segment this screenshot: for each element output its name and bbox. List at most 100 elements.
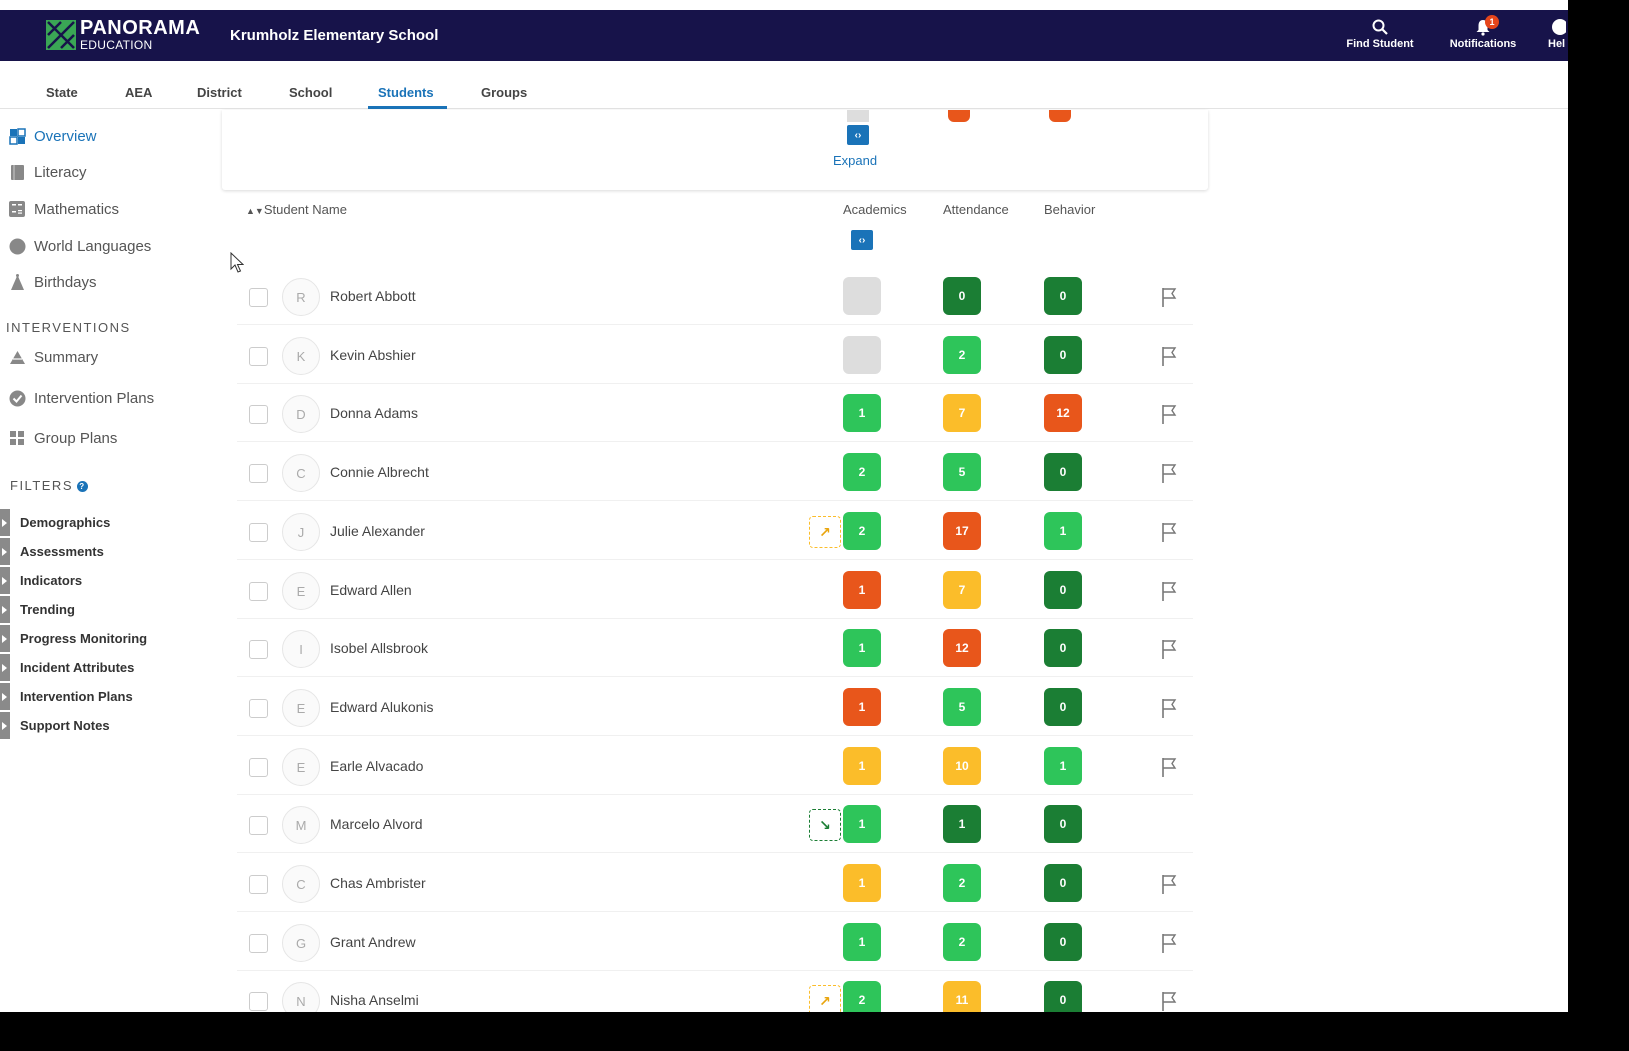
academics-badge[interactable]: 1 [843, 394, 881, 432]
table-row[interactable]: J Julie Alexander ↗ 2 17 1 [237, 503, 1193, 560]
attendance-badge[interactable]: 1 [943, 805, 981, 843]
student-name-link[interactable]: Robert Abbott [330, 288, 416, 304]
attendance-badge[interactable]: 0 [943, 277, 981, 315]
sidebar-item-literacy[interactable]: Literacy [8, 160, 87, 184]
sidebar-item-birthdays[interactable]: Birthdays [8, 270, 97, 294]
flag-icon[interactable] [1161, 873, 1181, 895]
student-name-link[interactable]: Nisha Anselmi [330, 992, 419, 1008]
table-row[interactable]: R Robert Abbott 0 0 [237, 268, 1193, 325]
tab-school[interactable]: School [289, 85, 333, 100]
behavior-badge[interactable]: 0 [1044, 277, 1082, 315]
flag-icon[interactable] [1161, 580, 1181, 602]
attendance-header[interactable]: Attendance [943, 202, 1009, 217]
find-student-button[interactable]: Find Student [1344, 16, 1416, 50]
attendance-badge[interactable]: 7 [943, 571, 981, 609]
row-checkbox[interactable] [249, 347, 268, 366]
flag-icon[interactable] [1161, 932, 1181, 954]
behavior-badge[interactable]: 0 [1044, 688, 1082, 726]
academics-expand-icon[interactable]: ‹› [851, 230, 873, 250]
tab-aea[interactable]: AEA [125, 85, 153, 100]
student-name-link[interactable]: Isobel Allsbrook [330, 640, 429, 656]
student-name-link[interactable]: Edward Allen [330, 582, 412, 598]
help-button[interactable]: Hel [1548, 16, 1568, 50]
tab-district[interactable]: District [197, 85, 242, 100]
filter-incident-attributes[interactable]: Incident Attributes [0, 654, 182, 681]
notifications-button[interactable]: 1 Notifications [1446, 15, 1520, 50]
attendance-badge[interactable]: 12 [943, 629, 981, 667]
academics-badge[interactable]: 2 [843, 453, 881, 491]
table-row[interactable]: D Donna Adams 1 7 12 [237, 385, 1193, 442]
row-checkbox[interactable] [249, 992, 268, 1011]
behavior-badge[interactable]: 0 [1044, 981, 1082, 1012]
row-checkbox[interactable] [249, 640, 268, 659]
row-checkbox[interactable] [249, 875, 268, 894]
expand-link[interactable]: Expand [833, 153, 878, 168]
sidebar-item-overview[interactable]: Overview [8, 124, 97, 148]
behavior-badge[interactable]: 0 [1044, 453, 1082, 491]
sidebar-item-summary[interactable]: Summary [8, 345, 98, 369]
student-name-link[interactable]: Kevin Abshier [330, 347, 416, 363]
behavior-badge[interactable]: 0 [1044, 336, 1082, 374]
sidebar-item-world-languages[interactable]: World Languages [8, 234, 151, 258]
filter-progress-monitoring[interactable]: Progress Monitoring [0, 625, 182, 652]
attendance-badge[interactable]: 10 [943, 747, 981, 785]
table-row[interactable]: C Connie Albrecht 2 5 0 [237, 444, 1193, 501]
behavior-badge[interactable]: 12 [1044, 394, 1082, 432]
filter-assessments[interactable]: Assessments [0, 538, 182, 565]
student-name-link[interactable]: Chas Ambrister [330, 875, 426, 891]
behavior-badge[interactable]: 0 [1044, 864, 1082, 902]
table-row[interactable]: E Earle Alvacado 1 10 1 [237, 738, 1193, 795]
academics-header[interactable]: Academics [843, 202, 907, 217]
trend-down-icon[interactable]: ↘ [809, 809, 841, 841]
academics-badge[interactable]: 1 [843, 923, 881, 961]
attendance-badge[interactable]: 2 [943, 923, 981, 961]
student-name-link[interactable]: Edward Alukonis [330, 699, 434, 715]
filter-demographics[interactable]: Demographics [0, 509, 182, 536]
sidebar-item-intervention-plans[interactable]: Intervention Plans [8, 386, 154, 410]
academics-badge[interactable]: 2 [843, 981, 881, 1012]
flag-icon[interactable] [1161, 638, 1181, 660]
behavior-badge[interactable]: 0 [1044, 923, 1082, 961]
row-checkbox[interactable] [249, 405, 268, 424]
table-row[interactable]: C Chas Ambrister 1 2 0 [237, 855, 1193, 912]
filter-trending[interactable]: Trending [0, 596, 182, 623]
row-checkbox[interactable] [249, 934, 268, 953]
table-row[interactable]: E Edward Allen 1 7 0 [237, 562, 1193, 619]
tab-state[interactable]: State [46, 85, 78, 100]
academics-badge[interactable]: 1 [843, 629, 881, 667]
behavior-badge[interactable]: 0 [1044, 629, 1082, 667]
student-name-link[interactable]: Grant Andrew [330, 934, 416, 950]
filters-help-icon[interactable]: ? [77, 481, 88, 493]
flag-icon[interactable] [1161, 756, 1181, 778]
trend-up-icon[interactable]: ↗ [809, 985, 841, 1012]
behavior-badge[interactable]: 1 [1044, 747, 1082, 785]
sidebar-item-group-plans[interactable]: Group Plans [8, 426, 117, 450]
flag-icon[interactable] [1161, 345, 1181, 367]
table-row[interactable]: I Isobel Allsbrook 1 12 0 [237, 620, 1193, 677]
student-name-header[interactable]: ▲▼Student Name [246, 202, 347, 217]
flag-icon[interactable] [1161, 403, 1181, 425]
trend-up-icon[interactable]: ↗ [809, 516, 841, 548]
brand-name[interactable]: PANORAMA EDUCATION [80, 18, 200, 51]
academics-badge[interactable] [843, 277, 881, 315]
tab-groups[interactable]: Groups [481, 85, 528, 100]
student-name-link[interactable]: Marcelo Alvord [330, 816, 423, 832]
table-row[interactable]: G Grant Andrew 1 2 0 [237, 914, 1193, 971]
behavior-badge[interactable]: 0 [1044, 805, 1082, 843]
row-checkbox[interactable] [249, 582, 268, 601]
academics-badge[interactable]: 1 [843, 805, 881, 843]
flag-icon[interactable] [1161, 286, 1181, 308]
student-name-link[interactable]: Julie Alexander [330, 523, 425, 539]
academics-badge[interactable]: 1 [843, 747, 881, 785]
flag-icon[interactable] [1161, 990, 1181, 1012]
filter-support-notes[interactable]: Support Notes [0, 712, 182, 739]
attendance-badge[interactable]: 5 [943, 688, 981, 726]
behavior-badge[interactable]: 1 [1044, 512, 1082, 550]
row-checkbox[interactable] [249, 758, 268, 777]
student-name-link[interactable]: Earle Alvacado [330, 758, 424, 774]
flag-icon[interactable] [1161, 697, 1181, 719]
academics-badge[interactable]: 1 [843, 864, 881, 902]
academics-badge[interactable]: 2 [843, 512, 881, 550]
academics-badge[interactable] [843, 336, 881, 374]
attendance-badge[interactable]: 7 [943, 394, 981, 432]
